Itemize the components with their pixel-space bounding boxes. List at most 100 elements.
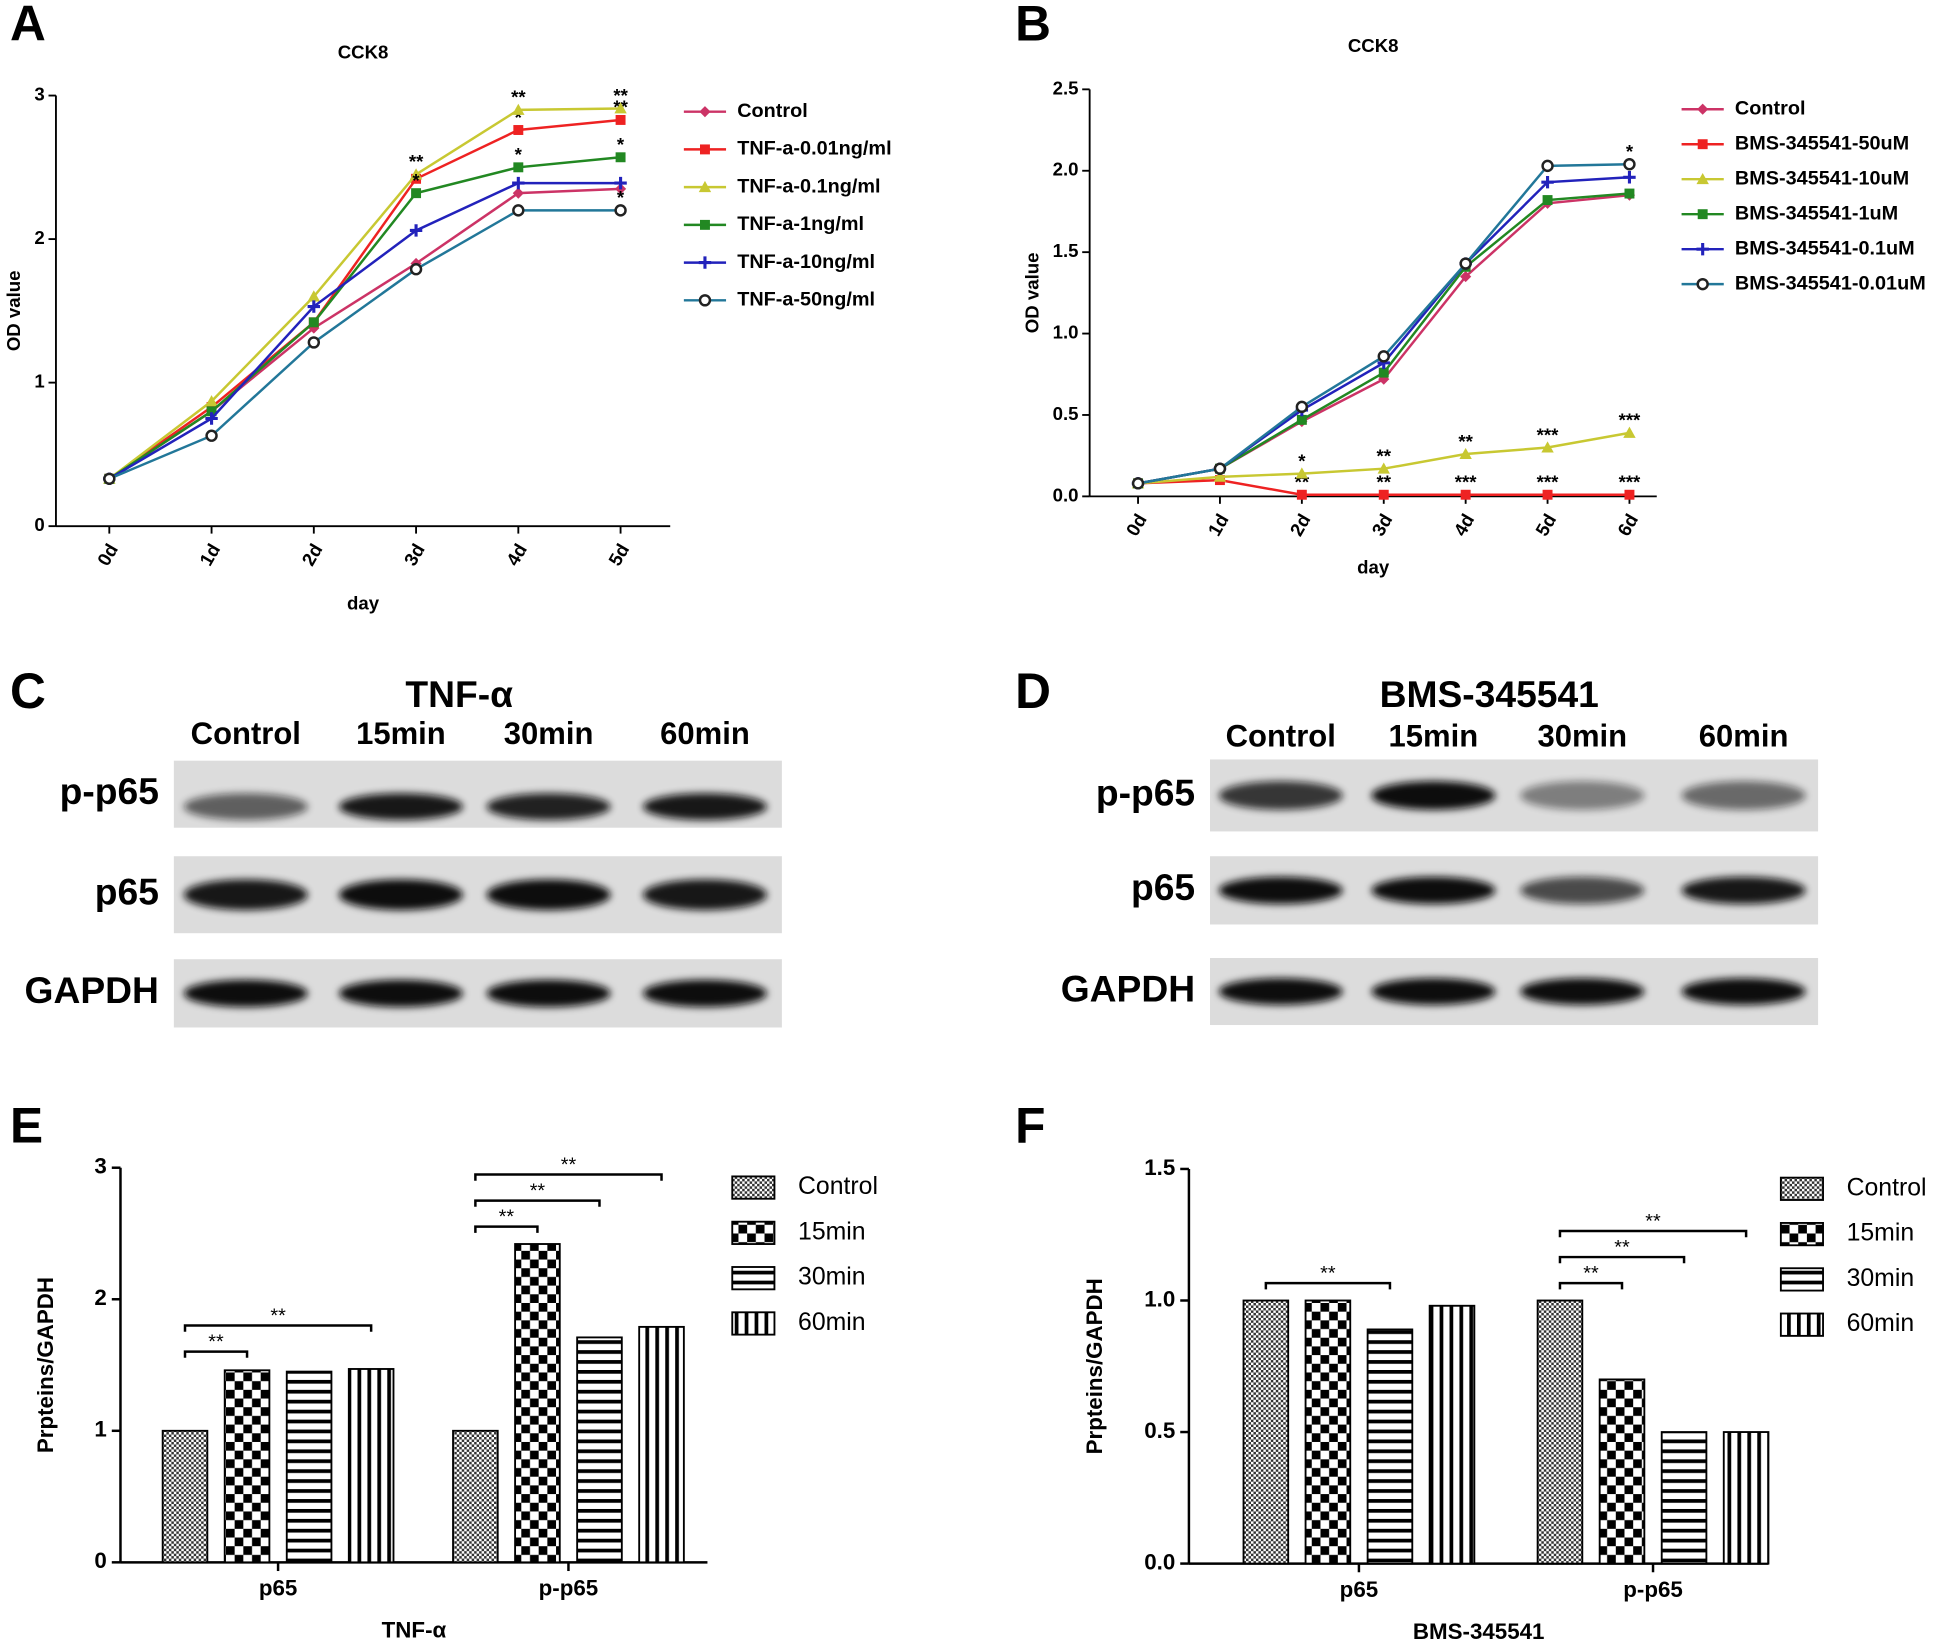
blot-band bbox=[642, 879, 768, 911]
point bbox=[205, 429, 218, 442]
blot-band bbox=[1371, 781, 1496, 810]
point bbox=[512, 176, 525, 190]
point bbox=[615, 114, 626, 125]
panel-label: C bbox=[10, 663, 46, 719]
bar bbox=[1722, 1431, 1770, 1565]
point bbox=[1696, 172, 1709, 185]
point bbox=[1623, 171, 1636, 184]
legend-label: Control bbox=[798, 1173, 878, 1200]
lane-label: 60min bbox=[1699, 719, 1789, 754]
legend-label: BMS-345541-10uM bbox=[1735, 167, 1909, 189]
blot-band bbox=[1520, 781, 1645, 810]
bar bbox=[1304, 1299, 1352, 1565]
significance-bracket bbox=[474, 1199, 601, 1207]
significance-label: ** bbox=[1320, 1263, 1336, 1285]
legend-label: 30min bbox=[1847, 1265, 1915, 1292]
x-tick-label: 1d bbox=[1204, 510, 1233, 539]
point bbox=[409, 168, 423, 180]
x-tick-label: 4d bbox=[1449, 510, 1478, 539]
lane-label: Control bbox=[191, 716, 301, 751]
blot-band bbox=[183, 793, 308, 821]
point bbox=[1624, 489, 1635, 500]
bar bbox=[638, 1325, 685, 1564]
lane-label: Control bbox=[1226, 719, 1336, 754]
point bbox=[512, 103, 525, 115]
significance-bracket bbox=[183, 1324, 373, 1332]
significance-bracket bbox=[474, 1225, 539, 1233]
x-tick-label: 6d bbox=[1613, 510, 1642, 539]
point bbox=[307, 336, 321, 349]
significance-bracket bbox=[183, 1350, 249, 1358]
significance-mark: * bbox=[515, 107, 523, 128]
point bbox=[1460, 270, 1472, 283]
lane-label: 15min bbox=[356, 716, 446, 751]
blot-band bbox=[1681, 978, 1806, 1005]
blot-band bbox=[183, 879, 308, 911]
bar bbox=[285, 1370, 333, 1564]
bar bbox=[452, 1429, 499, 1564]
bar bbox=[576, 1336, 623, 1564]
significance-label: ** bbox=[499, 1206, 515, 1228]
significance-mark: *** bbox=[1619, 410, 1641, 431]
significance-mark: ** bbox=[511, 87, 526, 108]
point bbox=[1696, 277, 1709, 291]
x-tick-label: 3d bbox=[1367, 510, 1396, 539]
blot-band bbox=[1520, 978, 1645, 1005]
lane-label: 30min bbox=[504, 716, 594, 751]
point bbox=[409, 263, 423, 276]
bar bbox=[223, 1369, 271, 1564]
point bbox=[699, 219, 710, 230]
point bbox=[1697, 103, 1709, 115]
blot-band bbox=[1681, 781, 1806, 810]
blot-band bbox=[1681, 876, 1806, 905]
y-tick-label: 0.0 bbox=[1144, 1549, 1175, 1574]
bar bbox=[1660, 1431, 1708, 1565]
point bbox=[1378, 489, 1389, 500]
row-label: p-p65 bbox=[1096, 771, 1195, 813]
point bbox=[698, 180, 712, 193]
point bbox=[1296, 414, 1307, 425]
significance-mark: * bbox=[617, 134, 625, 155]
row-label: p65 bbox=[1131, 866, 1195, 908]
legend-label: TNF-a-10ng/ml bbox=[737, 251, 875, 273]
x-tick-label: 0d bbox=[93, 540, 122, 569]
y-tick-label: 0 bbox=[34, 514, 44, 535]
panel-label: D bbox=[1015, 663, 1051, 719]
bar bbox=[161, 1429, 209, 1564]
significance-mark: *** bbox=[1537, 471, 1559, 492]
point bbox=[1295, 467, 1309, 479]
significance-bracket bbox=[474, 1173, 663, 1181]
point bbox=[513, 162, 524, 173]
y-axis-label: OD value bbox=[3, 271, 24, 352]
blot-band bbox=[1371, 876, 1496, 905]
series-line bbox=[108, 156, 621, 480]
blot-band bbox=[1371, 978, 1496, 1005]
legend-label: Control bbox=[737, 100, 808, 122]
point bbox=[699, 106, 711, 118]
y-tick-label: 1.0 bbox=[1053, 321, 1079, 342]
point bbox=[1541, 175, 1554, 189]
x-tick-label: 5d bbox=[1531, 510, 1560, 539]
blot-band bbox=[486, 979, 611, 1008]
blot-band bbox=[338, 793, 463, 821]
significance-bracket bbox=[1558, 1281, 1624, 1290]
y-tick-label: 2 bbox=[94, 1285, 106, 1310]
bar bbox=[1598, 1378, 1646, 1565]
significance-mark: ** bbox=[409, 151, 424, 172]
y-tick-label: 1 bbox=[94, 1417, 106, 1442]
point bbox=[1459, 447, 1472, 460]
point bbox=[512, 204, 525, 217]
legend-swatch bbox=[1779, 1176, 1824, 1201]
point bbox=[1697, 139, 1708, 150]
point bbox=[1296, 489, 1307, 500]
legend-swatch bbox=[1779, 1312, 1824, 1337]
legend-swatch bbox=[731, 1311, 776, 1336]
point bbox=[614, 176, 627, 190]
legend-label: Control bbox=[1735, 97, 1806, 119]
legend-label: 30min bbox=[798, 1264, 866, 1291]
lane-label: 60min bbox=[660, 716, 750, 751]
significance-mark: ** bbox=[1458, 431, 1473, 452]
blot-title: TNF-α bbox=[405, 673, 513, 715]
chart-title: CCK8 bbox=[1348, 35, 1399, 56]
significance-mark: *** bbox=[1455, 471, 1477, 492]
